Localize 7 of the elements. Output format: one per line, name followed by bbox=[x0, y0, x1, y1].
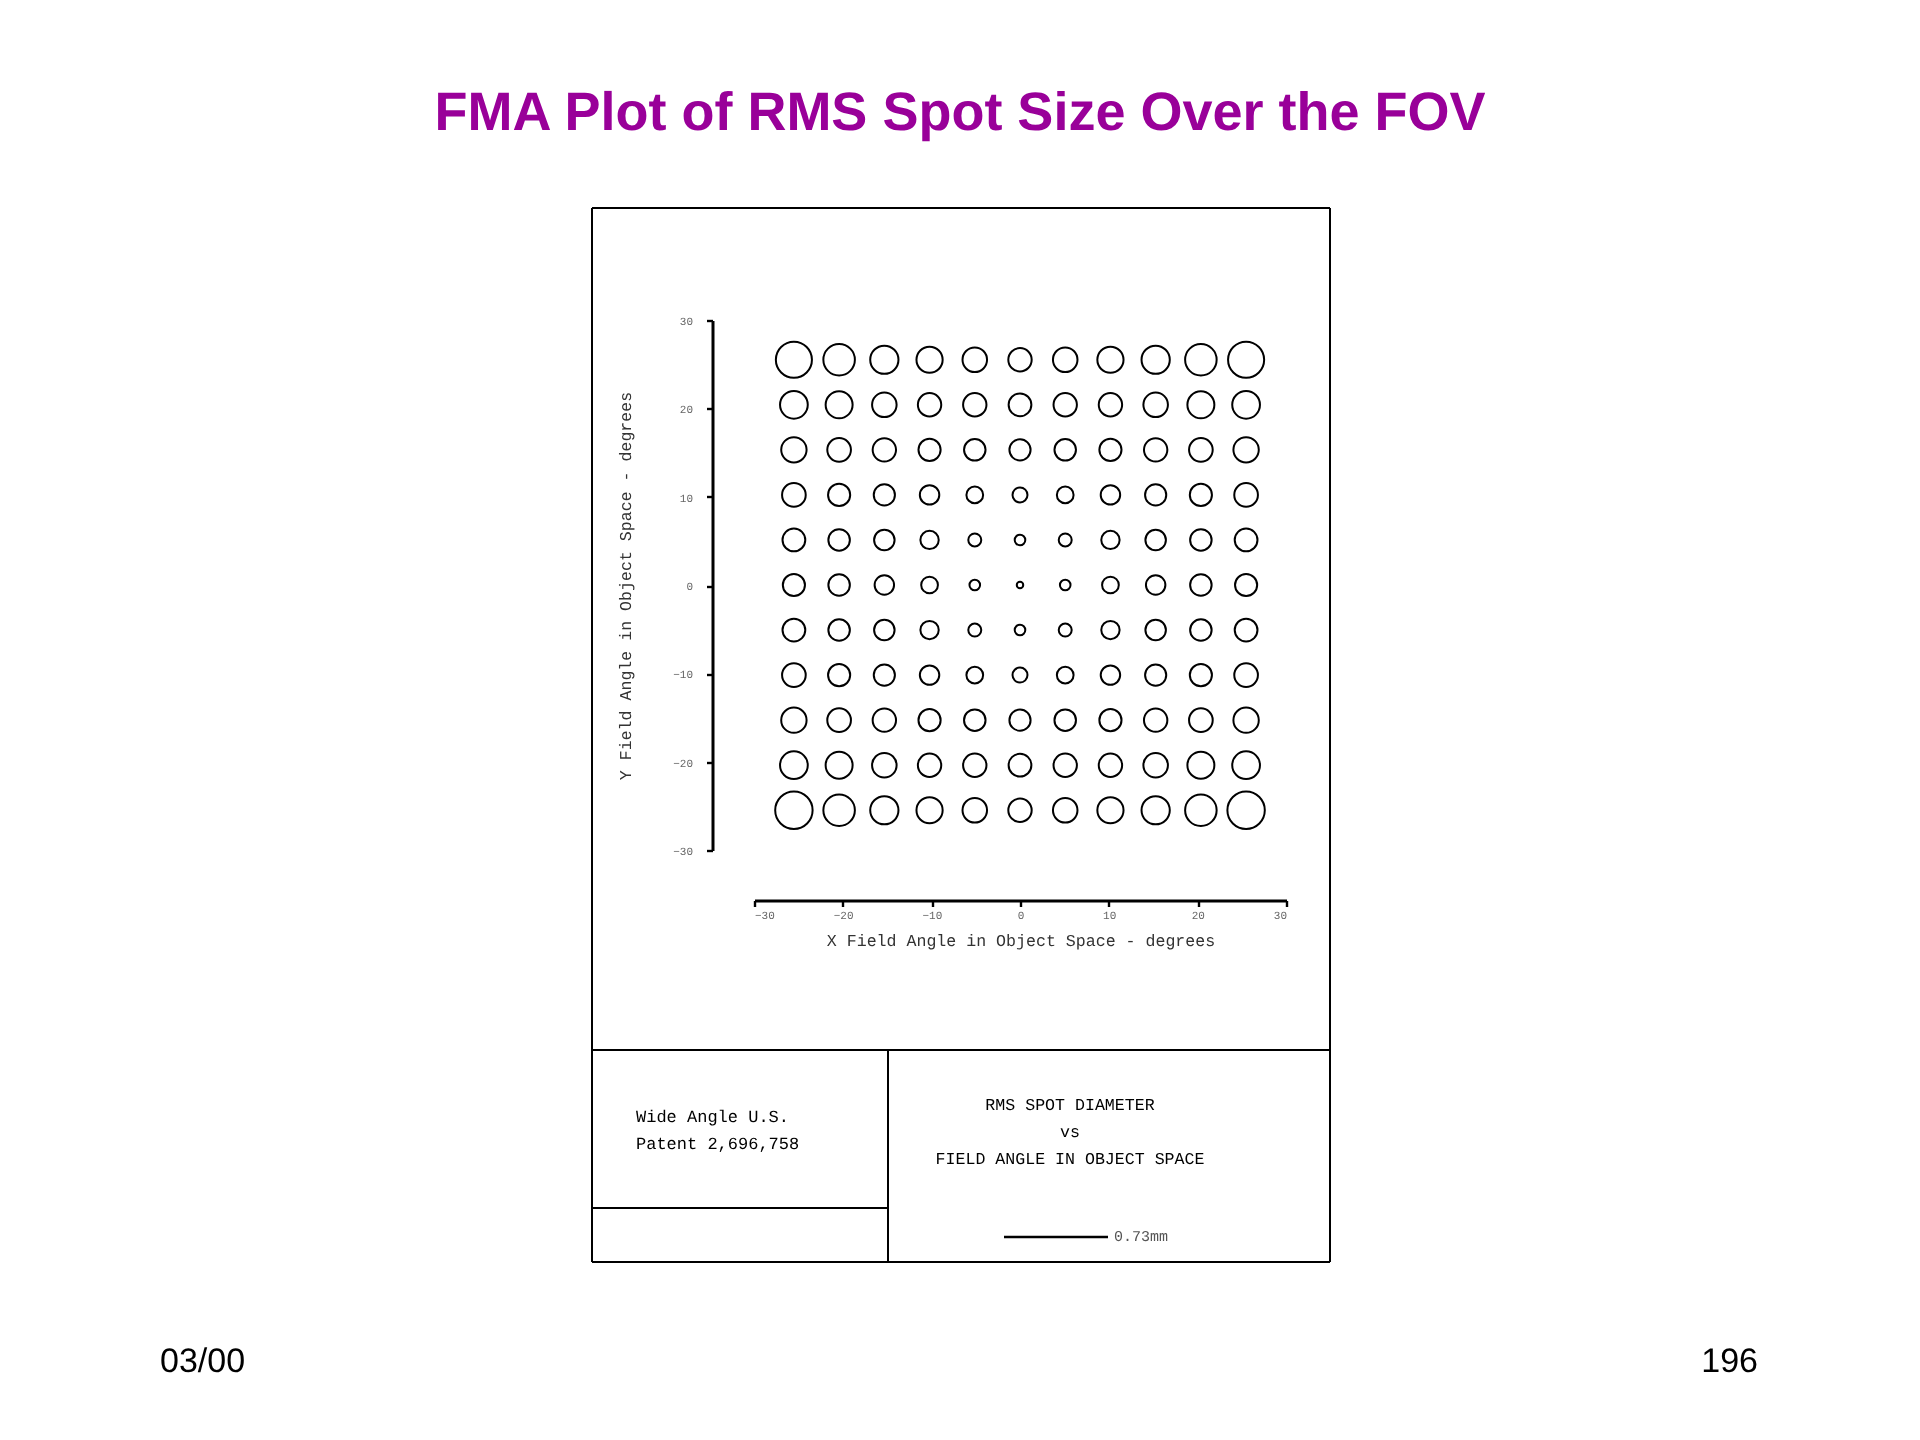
chart-title: FMA Plot of RMS Spot Size Over the FOV bbox=[434, 82, 1486, 142]
x-axis-title: X Field Angle in Object Space - degrees bbox=[826, 932, 1216, 952]
y-axis-title: Y Field Angle in Object Space - degrees bbox=[617, 391, 638, 781]
text: 03/00 bbox=[160, 1342, 246, 1380]
text: RMS SPOT DIAMETER vs FIELD ANGLE IN OBJECT SPACE bbox=[935, 1098, 1205, 1171]
text: 196 bbox=[1701, 1342, 1758, 1380]
text: Wide Angle U.S. Patent 2,696,758 bbox=[636, 1108, 800, 1156]
